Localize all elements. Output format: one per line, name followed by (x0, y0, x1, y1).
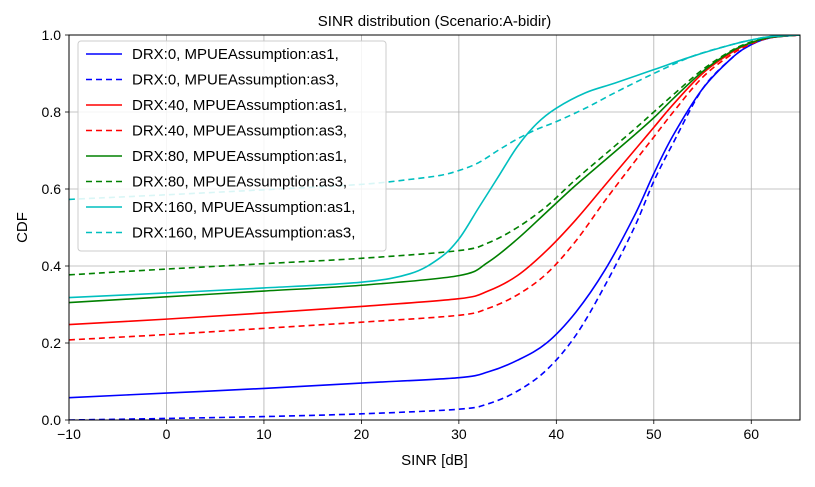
y-tick-label: 0.6 (42, 181, 62, 197)
chart-title: SINR distribution (Scenario:A-bidir) (318, 13, 551, 30)
legend-box (77, 40, 387, 252)
x-tick-label: 30 (451, 426, 467, 442)
legend-label-1: DRX:0, MPUEAssumption:as1, (132, 46, 339, 63)
x-tick-label: 60 (743, 426, 759, 442)
legend-label-4: DRX:40, MPUEAssumption:as3, (132, 123, 347, 140)
legend-label-6: DRX:80, MPUEAssumption:as3, (132, 174, 347, 191)
legend-label-3: DRX:40, MPUEAssumption:as1, (132, 97, 347, 114)
x-tick-label: 0 (163, 426, 171, 442)
x-tick-label: 50 (646, 426, 662, 442)
series-line-2 (69, 35, 800, 420)
y-tick-label: 0.0 (42, 412, 62, 428)
x-tick-label: −10 (57, 426, 81, 442)
legend-label-5: DRX:80, MPUEAssumption:as1, (132, 148, 347, 165)
series-line-4 (69, 35, 800, 341)
legend-label-2: DRX:0, MPUEAssumption:as3, (132, 72, 339, 89)
series-layer (69, 35, 800, 420)
y-tick-label: 0.8 (42, 104, 62, 120)
tick-layer: −10 0 10 20 30 40 50 60 0.0 0.2 0.4 0.6 0.8 1.0 (42, 27, 760, 442)
x-tick-label: 10 (256, 426, 272, 442)
series-line-6 (69, 35, 800, 276)
series-line-3 (69, 35, 800, 326)
x-tick-label: 40 (549, 426, 565, 442)
y-tick-label: 0.4 (42, 258, 62, 274)
legend: DRX:0, MPUEAssumption:as1, DRX:0, MPUEAss… (77, 40, 387, 252)
y-axis-title: CDF (14, 212, 31, 243)
plot-frame (68, 34, 801, 421)
legend-label-8: DRX:160, MPUEAssumption:as3, (132, 225, 355, 242)
y-tick-label: 1.0 (42, 27, 62, 43)
legend-label-7: DRX:160, MPUEAssumption:as1, (132, 199, 355, 216)
x-axis-title: SINR [dB] (401, 452, 468, 469)
y-tick-label: 0.2 (42, 335, 62, 351)
x-tick-label: 20 (354, 426, 370, 442)
